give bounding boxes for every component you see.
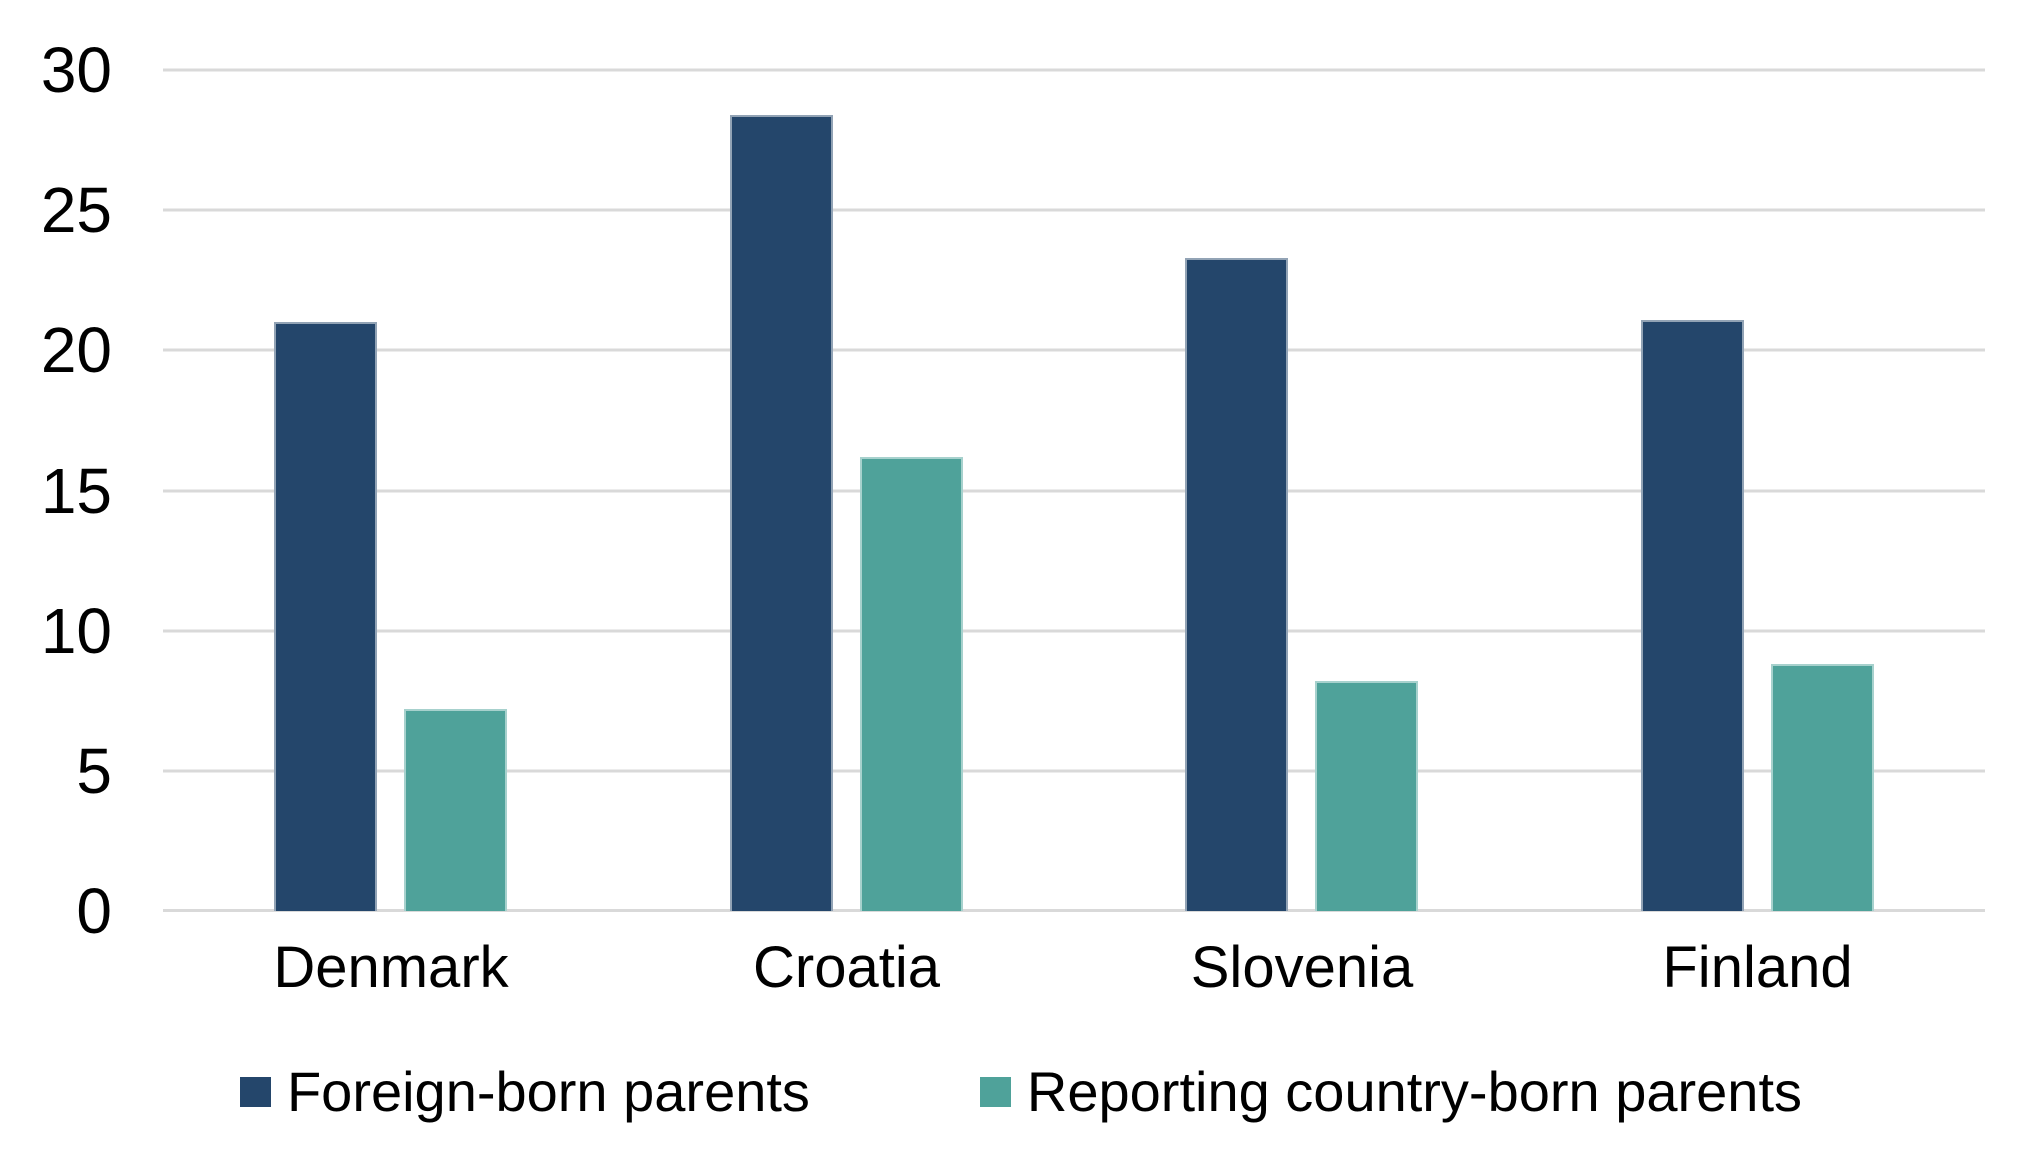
- legend-swatch-reporting-country-born-parents: [979, 1077, 1011, 1107]
- gridline-20: [163, 348, 1985, 352]
- y-tick-label-20: 20: [40, 314, 112, 387]
- y-tick-label-15: 15: [40, 454, 112, 527]
- gridline-15: [163, 489, 1985, 492]
- y-tick-label-0: 0: [76, 875, 112, 947]
- legend-item-reporting-country-born-parents: Reporting country-born parents: [979, 1060, 1803, 1123]
- bar-slovenia-reporting-country-born-parents: [1315, 681, 1419, 911]
- x-axis-label-denmark: Denmark: [273, 935, 509, 1000]
- y-tick-label-5: 5: [76, 734, 112, 807]
- x-axis-label-finland: Finland: [1662, 935, 1853, 1000]
- bar-slovenia-foreign-born-parents: [1185, 257, 1289, 911]
- gridline-25: [163, 208, 1985, 212]
- bar-denmark-reporting-country-born-parents: [404, 709, 508, 911]
- y-tick-label-10: 10: [40, 594, 112, 667]
- gridline-30: [163, 68, 1985, 72]
- legend-item-foreign-born-parents: Foreign-born parents: [239, 1060, 810, 1123]
- legend: Foreign-born parents Reporting country-b…: [0, 1062, 2042, 1122]
- legend-label: Foreign-born parents: [286, 1060, 810, 1123]
- plot-area: [163, 68, 1985, 912]
- bar-finland-reporting-country-born-parents: [1770, 664, 1874, 911]
- y-tick-label-30: 30: [40, 34, 112, 106]
- y-tick-label-25: 25: [40, 174, 112, 247]
- x-axis-line: [163, 909, 1985, 912]
- x-axis-label-croatia: Croatia: [753, 935, 940, 1000]
- bar-denmark-foreign-born-parents: [274, 322, 378, 911]
- gridline-10: [163, 629, 1985, 633]
- gridline-5: [163, 769, 1985, 773]
- legend-swatch-foreign-born-parents: [239, 1077, 271, 1107]
- x-axis-label-slovenia: Slovenia: [1190, 935, 1414, 1000]
- bar-croatia-foreign-born-parents: [729, 114, 833, 911]
- bar-croatia-reporting-country-born-parents: [859, 456, 963, 911]
- legend-label: Reporting country-born parents: [1026, 1060, 1803, 1123]
- bar-finland-foreign-born-parents: [1640, 319, 1744, 911]
